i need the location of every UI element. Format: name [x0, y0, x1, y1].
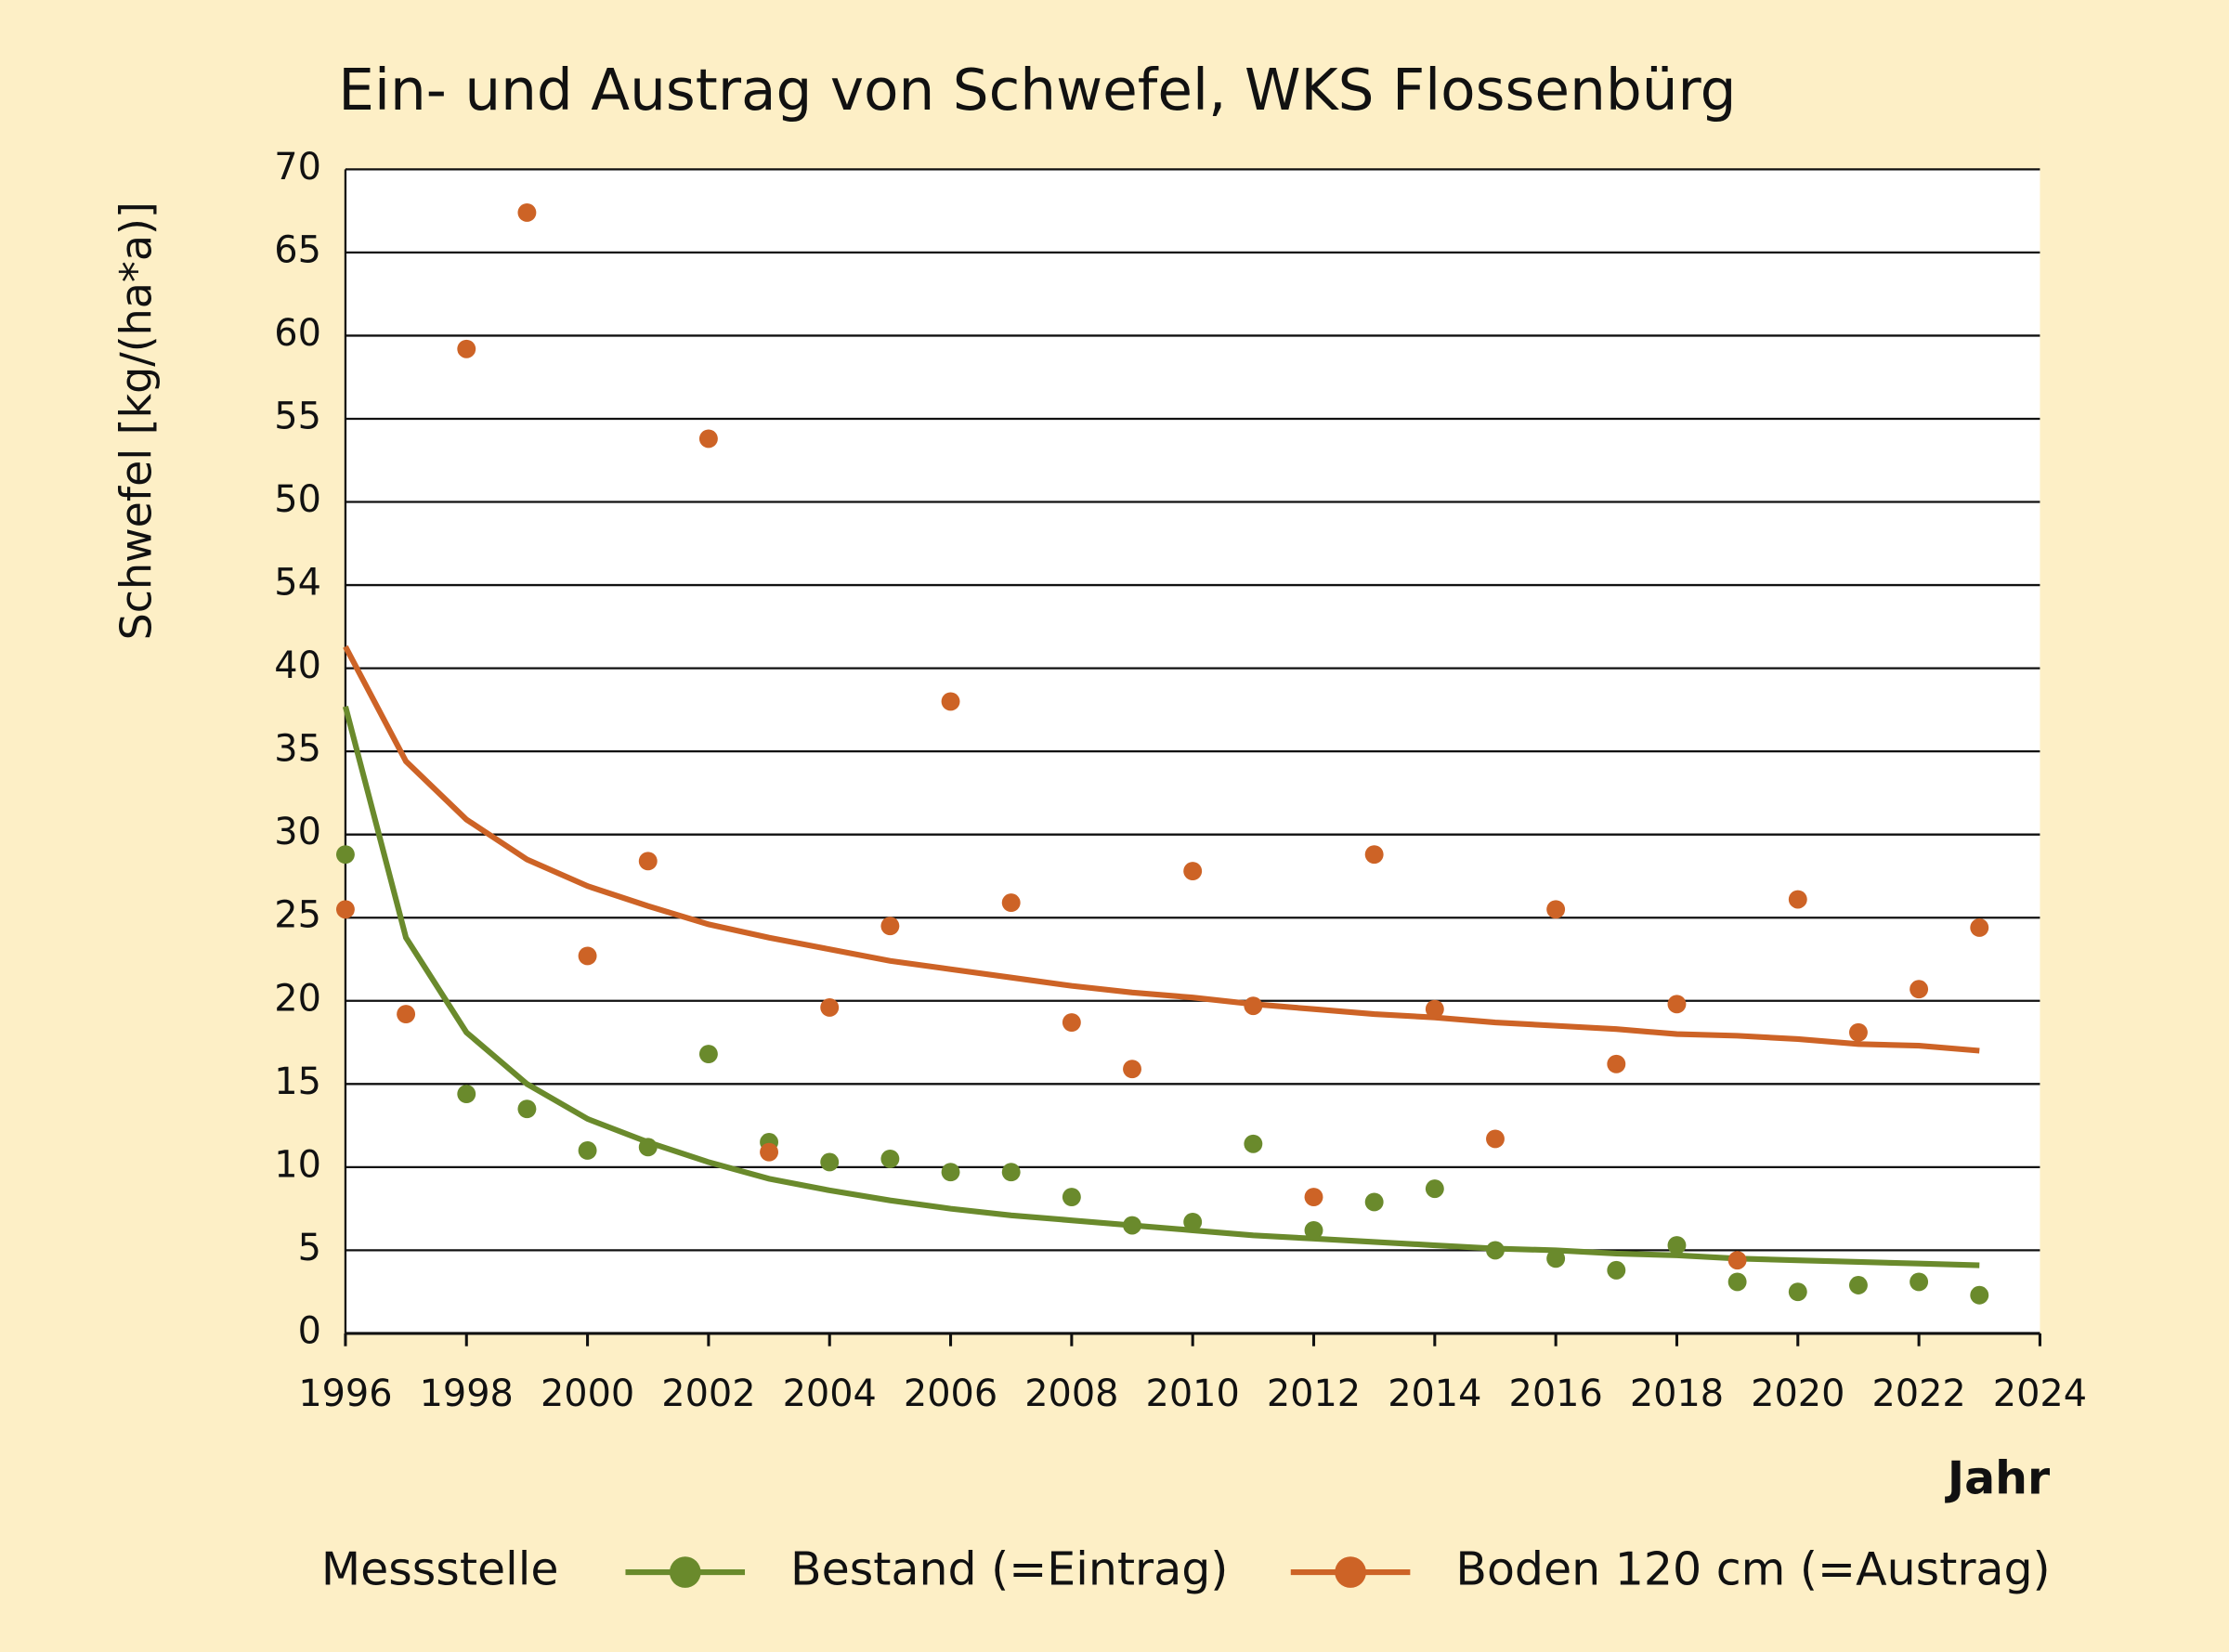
data-point [578, 946, 597, 966]
y-tick-label: 15 [274, 1060, 321, 1103]
data-point [457, 339, 476, 358]
data-point [1546, 1249, 1566, 1268]
data-point [1727, 1251, 1747, 1270]
data-point [1364, 1192, 1384, 1212]
data-point [335, 900, 355, 919]
data-point [1001, 893, 1021, 913]
y-tick-label: 25 [274, 894, 321, 937]
data-point [517, 1099, 537, 1119]
y-tick-label: 55 [274, 395, 321, 437]
data-point [457, 1085, 476, 1103]
legend-title: Messstelle [321, 1543, 559, 1596]
x-axis-label: Jahr [1945, 1452, 2050, 1505]
x-tick-label: 2016 [1509, 1372, 1603, 1415]
data-point [1244, 996, 1263, 1016]
data-point [1062, 1188, 1081, 1207]
data-point [638, 852, 658, 871]
data-point [698, 1045, 718, 1064]
y-tick-label: 50 [274, 478, 321, 521]
data-point [397, 1005, 416, 1024]
x-tick-label: 2008 [1024, 1372, 1118, 1415]
data-point [1123, 1060, 1141, 1079]
x-tick-label: 2006 [904, 1372, 997, 1415]
data-point [1910, 1272, 1929, 1292]
data-point [1607, 1260, 1626, 1280]
data-point [1607, 1054, 1626, 1073]
data-point [1001, 1163, 1021, 1182]
x-tick-label: 2022 [1871, 1372, 1965, 1415]
y-tick-label: 30 [274, 811, 321, 853]
y-tick-label: 60 [274, 312, 321, 355]
data-point [1848, 1276, 1868, 1294]
data-point [1183, 1212, 1203, 1231]
x-tick-label: 2004 [783, 1372, 877, 1415]
data-point [880, 1149, 900, 1168]
x-tick-label: 2002 [661, 1372, 755, 1415]
data-point [698, 429, 718, 449]
data-point [941, 692, 960, 711]
x-tick-label: 2000 [541, 1372, 634, 1415]
x-tick-label: 2024 [1993, 1372, 2087, 1415]
data-point [1304, 1188, 1323, 1207]
y-tick-label: 70 [274, 146, 321, 189]
data-point [1970, 918, 1989, 937]
y-tick-label: 0 [298, 1309, 321, 1352]
y-axis-label: Schwefel [kg/(ha*a)] [111, 202, 162, 640]
data-point [517, 202, 537, 222]
data-point [880, 917, 900, 936]
y-tick-label: 40 [274, 644, 321, 687]
data-point [1970, 1285, 1989, 1305]
y-tick-label: 54 [274, 562, 321, 605]
data-point [1848, 1022, 1868, 1042]
trend-line [342, 706, 1980, 1268]
x-tick-label: 2014 [1388, 1372, 1481, 1415]
data-point [1425, 999, 1444, 1019]
data-point [1788, 1282, 1807, 1302]
data-point [335, 845, 355, 865]
data-point [1486, 1241, 1505, 1260]
data-point [578, 1140, 597, 1160]
data-point [1486, 1129, 1505, 1149]
legend-marker [1335, 1556, 1366, 1588]
data-point [820, 1152, 840, 1172]
data-point [820, 997, 840, 1017]
y-tick-label: 35 [274, 728, 321, 771]
data-point [941, 1163, 960, 1182]
x-tick-label: 1998 [420, 1372, 514, 1415]
legend-label: Bestand (=Eintrag) [790, 1543, 1228, 1596]
data-point [1727, 1272, 1747, 1292]
legend-label: Boden 120 cm (=Austrag) [1455, 1543, 2050, 1596]
legend-marker [669, 1556, 701, 1588]
data-point [1244, 1134, 1263, 1153]
x-tick-label: 2010 [1146, 1372, 1240, 1415]
x-tick-label: 2020 [1751, 1372, 1844, 1415]
data-point [1788, 890, 1807, 909]
data-point [1062, 1013, 1081, 1032]
y-tick-label: 10 [274, 1143, 321, 1186]
data-point [1183, 862, 1203, 881]
data-point [1546, 900, 1566, 919]
data-point [1364, 845, 1384, 865]
data-point [1123, 1216, 1141, 1235]
x-tick-label: 2012 [1267, 1372, 1361, 1415]
y-tick-label: 20 [274, 977, 321, 1020]
x-tick-label: 2018 [1630, 1372, 1724, 1415]
trend-line [343, 644, 1980, 1054]
chart-title: Ein- und Austrag von Schwefel, WKS Floss… [338, 58, 1736, 124]
data-point [1910, 980, 1929, 999]
data-point [1304, 1220, 1323, 1240]
data-point [760, 1142, 779, 1162]
data-point [1425, 1179, 1444, 1199]
y-tick-label: 65 [274, 228, 321, 271]
data-point [638, 1138, 658, 1157]
data-point [1667, 995, 1687, 1014]
y-tick-label: 5 [298, 1227, 321, 1269]
x-tick-label: 1996 [298, 1372, 392, 1415]
data-point [1667, 1236, 1687, 1255]
